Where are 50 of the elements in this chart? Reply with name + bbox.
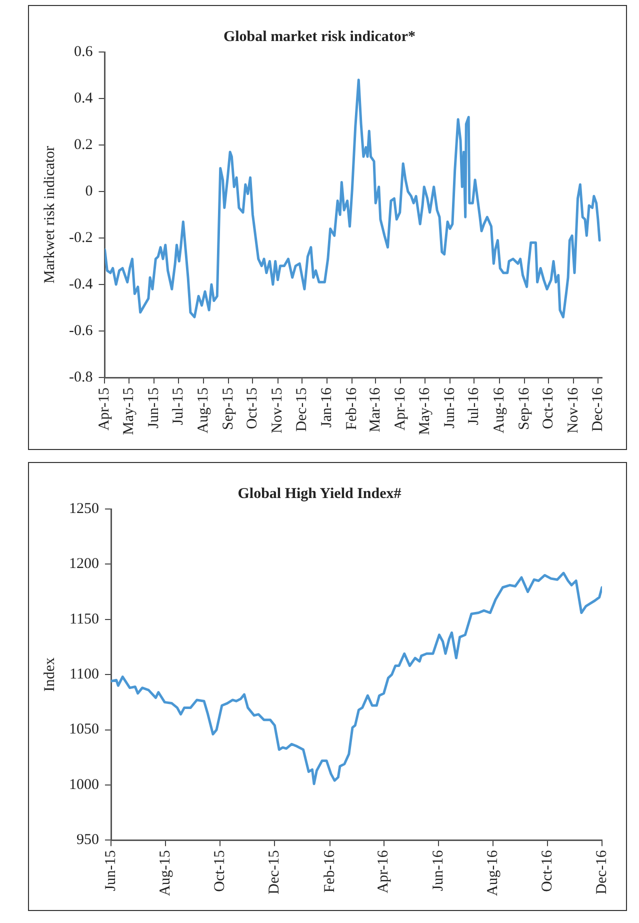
chart-title: Global market risk indicator* [223, 28, 416, 45]
y-tick-label: 1250 [69, 500, 99, 517]
x-tick-label: Aug-16 [491, 387, 508, 434]
x-tick-label: Dec-15 [266, 850, 283, 894]
y-axis-title: Index [42, 657, 58, 692]
x-tick-label: Oct-16 [539, 850, 556, 892]
chart-title: Global High Yield Index# [238, 486, 402, 502]
y-tick-label: -0.8 [68, 369, 93, 386]
y-tick-label: -0.6 [68, 322, 94, 339]
y-tick-label: 0.4 [74, 90, 94, 106]
y-tick-label: 1200 [69, 556, 99, 572]
x-tick-label: Apr-16 [376, 850, 392, 894]
x-tick-label: Apr-16 [392, 387, 409, 431]
y-tick-label: 1050 [69, 722, 99, 738]
x-tick-label: Jun-15 [146, 388, 162, 428]
x-tick-label: Aug-15 [157, 850, 174, 896]
x-tick-label: Jan-16 [319, 387, 336, 428]
x-tick-label: Oct-16 [540, 387, 557, 430]
y-tick-label: 0.6 [74, 44, 94, 60]
y-tick-label: 1150 [70, 611, 99, 628]
y-axis-title: Markwet risk indicator [42, 146, 58, 284]
x-tick-label: Dec-15 [294, 388, 310, 432]
x-tick-label: Jun-16 [442, 387, 458, 428]
x-tick-label: Feb-16 [322, 850, 338, 893]
x-tick-label: Jul-16 [466, 387, 482, 426]
y-tick-label: 950 [76, 832, 99, 848]
x-tick-label: Nov-15 [270, 388, 286, 434]
y-tick-label: 0 [85, 183, 93, 200]
x-tick-label: Nov-16 [566, 387, 582, 434]
x-tick-label: May-16 [416, 387, 433, 436]
x-tick-label: Apr-15 [96, 388, 113, 431]
x-tick-label: May-15 [120, 388, 137, 436]
y-tick-label: 0.2 [74, 136, 93, 153]
y-tick-label: 1000 [69, 776, 99, 793]
x-tick-label: Dec-16 [594, 850, 610, 894]
x-tick-label: Mar-16 [368, 387, 384, 432]
x-tick-label: Oct-15 [244, 388, 261, 430]
x-tick-label: Aug-15 [195, 388, 212, 434]
y-tick-label: -0.4 [68, 276, 94, 292]
y-tick-label: -0.2 [68, 230, 93, 246]
x-tick-label: Dec-16 [590, 387, 606, 432]
x-tick-label: Jun-15 [102, 850, 119, 892]
x-tick-label: Jul-15 [170, 388, 186, 426]
x-tick-label: Oct-15 [212, 850, 228, 892]
x-tick-label: Aug-16 [484, 850, 501, 896]
x-tick-label: Feb-16 [344, 387, 360, 430]
x-tick-label: Jun-16 [430, 850, 446, 892]
y-tick-label: 1100 [70, 666, 99, 683]
x-tick-label: Sep-16 [516, 387, 532, 430]
x-tick-label: Sep-15 [220, 388, 236, 430]
